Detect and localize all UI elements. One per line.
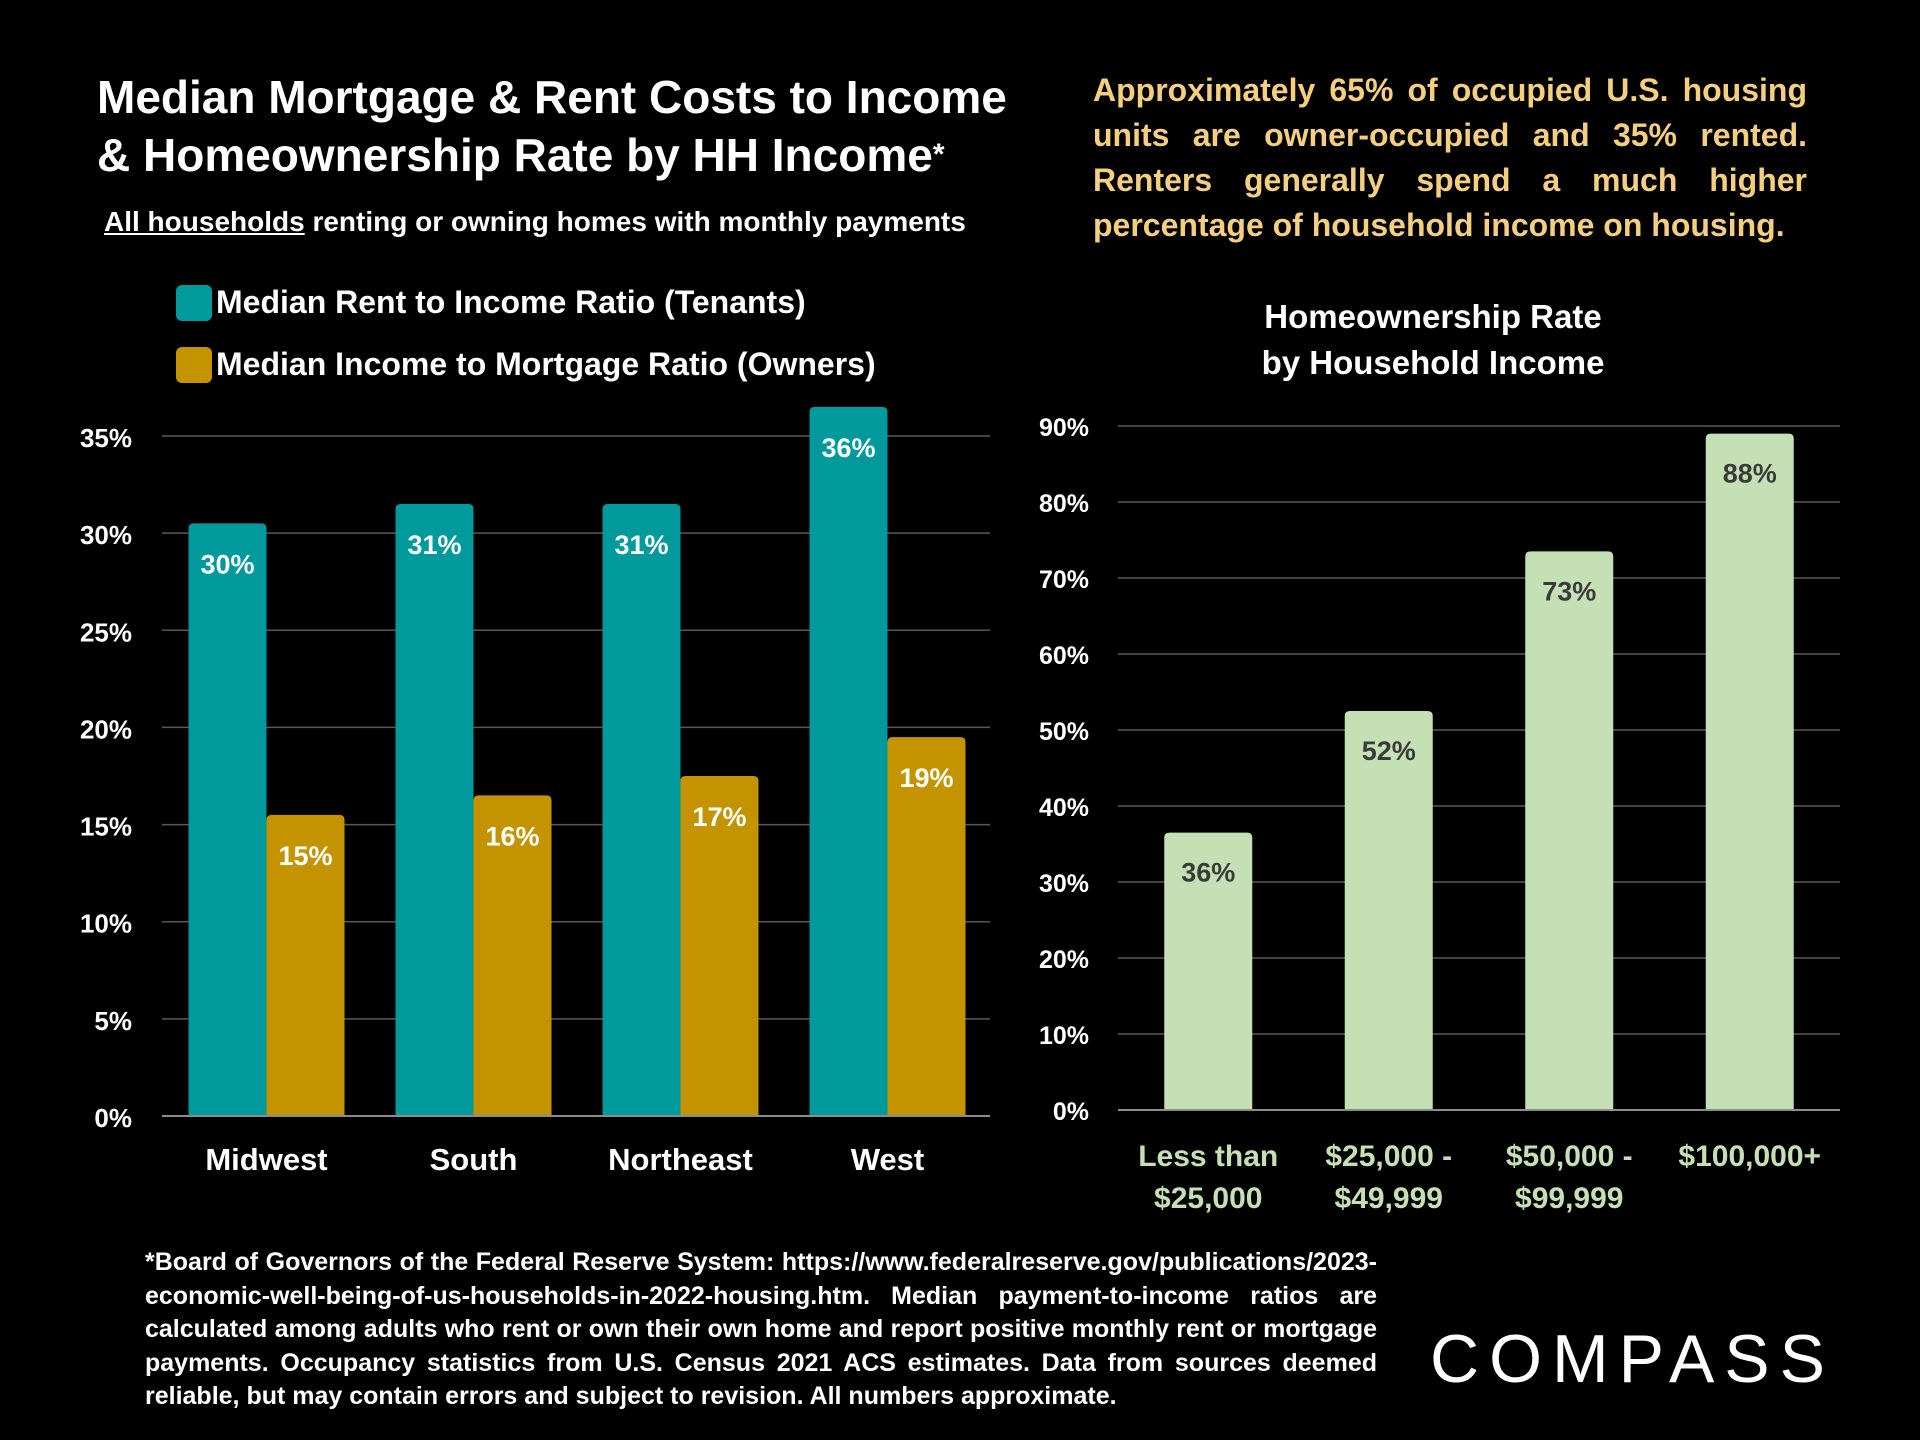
homeownership-bar-label: 52% [1362,736,1416,766]
occupancy-note: Approximately 65% of occupied U.S. housi… [1093,72,1807,243]
mortgage-bar-label: 16% [485,821,539,851]
homeownership-bar-label: 36% [1181,858,1235,888]
left-x-tick-label: Northeast [608,1142,753,1177]
legend-item-mortgage: Median Income to Mortgage Ratio (Owners) [176,346,876,383]
mortgage-bar-label: 17% [692,802,746,832]
homeownership-bar-label: 73% [1542,576,1596,606]
rent-bar-label: 36% [821,433,875,463]
mortgage-bar [680,776,759,1116]
mortgage-bar [887,737,966,1116]
homeownership-bar-label: 88% [1723,459,1777,489]
left-y-tick-label: 25% [80,617,132,647]
footnote: *Board of Governors of the Federal Reser… [145,1248,1377,1410]
left-y-tick-label: 20% [80,714,132,744]
homeownership-chart-title: Homeownership Rate by Household Income [1226,294,1640,386]
left-y-tick-label: 0% [94,1103,132,1133]
legend-swatch-mortgage [176,346,212,383]
compass-logo-text: COMPASS [1430,1321,1835,1396]
right-x-tick-label: $49,999 [1335,1182,1443,1215]
right-y-tick-label: 20% [1039,946,1089,974]
right-x-tick-label: $25,000 [1154,1182,1262,1215]
subtitle: All households renting or owning homes w… [104,206,966,238]
right-x-tick-label: $99,999 [1515,1182,1623,1215]
left-y-tick-label: 30% [80,520,132,550]
left-y-tick-label: 15% [80,812,132,842]
mortgage-bar-label: 19% [899,763,953,793]
subtitle-rest: renting or owning homes with monthly pay… [304,206,966,237]
right-y-tick-label: 40% [1039,794,1089,822]
subtitle-underlined: All households [104,206,305,237]
rent-bar-label: 31% [614,530,668,560]
legend-label-mortgage: Median Income to Mortgage Ratio (Owners) [216,346,876,382]
homeownership-title-line-1: Homeownership Rate [1264,298,1602,335]
mortgage-bar [473,795,552,1116]
left-y-tick-label: 35% [80,423,132,453]
compass-logo: COMPASS [1430,1316,1920,1411]
left-y-tick-label: 10% [80,909,132,939]
title-line-2: & Homeownership Rate by HH Income* [97,126,1057,184]
right-x-tick-label: $25,000 - [1325,1140,1452,1173]
left-x-tick-label: Midwest [205,1142,327,1177]
legend-item-rent: Median Rent to Income Ratio (Tenants) [176,284,806,321]
rent-bar [809,406,888,1116]
right-x-tick-label: $50,000 - [1506,1140,1633,1173]
homeownership-bar [1705,433,1794,1111]
legend-label-rent: Median Rent to Income Ratio (Tenants) [216,284,806,320]
right-y-tick-label: 50% [1039,718,1089,746]
legend-swatch-rent [176,284,212,321]
rent-bar-label: 30% [200,549,254,579]
title-line-1: Median Mortgage & Rent Costs to Income [97,71,1007,123]
title-line-2-text: & Homeownership Rate by HH Income [97,129,933,181]
mortgage-bar [266,814,345,1116]
rent-bar-label: 31% [407,530,461,560]
homeownership-bar [1344,711,1433,1110]
rent-bar [395,504,474,1116]
right-y-tick-label: 30% [1039,870,1089,898]
right-x-tick-label: Less than [1138,1140,1278,1173]
homeownership-bar [1525,551,1614,1110]
right-y-tick-label: 0% [1053,1098,1089,1126]
left-y-tick-label: 5% [94,1006,132,1036]
right-y-tick-label: 70% [1039,566,1089,594]
homeownership-bar [1164,832,1253,1110]
right-y-tick-label: 10% [1039,1022,1089,1050]
right-y-tick-label: 80% [1039,490,1089,518]
compass-logo-mark: COMPASS [1430,1321,1835,1397]
homeownership-title-line-2: by Household Income [1261,344,1605,381]
right-y-tick-label: 90% [1039,414,1089,442]
title-asterisk: * [932,138,945,171]
left-x-tick-label: South [430,1142,518,1177]
page-title: Median Mortgage & Rent Costs to Income &… [97,68,1057,184]
right-x-tick-label: $100,000+ [1678,1140,1821,1173]
mortgage-bar-label: 15% [278,841,332,871]
rent-bar [602,504,681,1116]
right-y-tick-label: 60% [1039,642,1089,670]
left-x-tick-label: West [851,1142,925,1177]
rent-bar [188,523,267,1116]
